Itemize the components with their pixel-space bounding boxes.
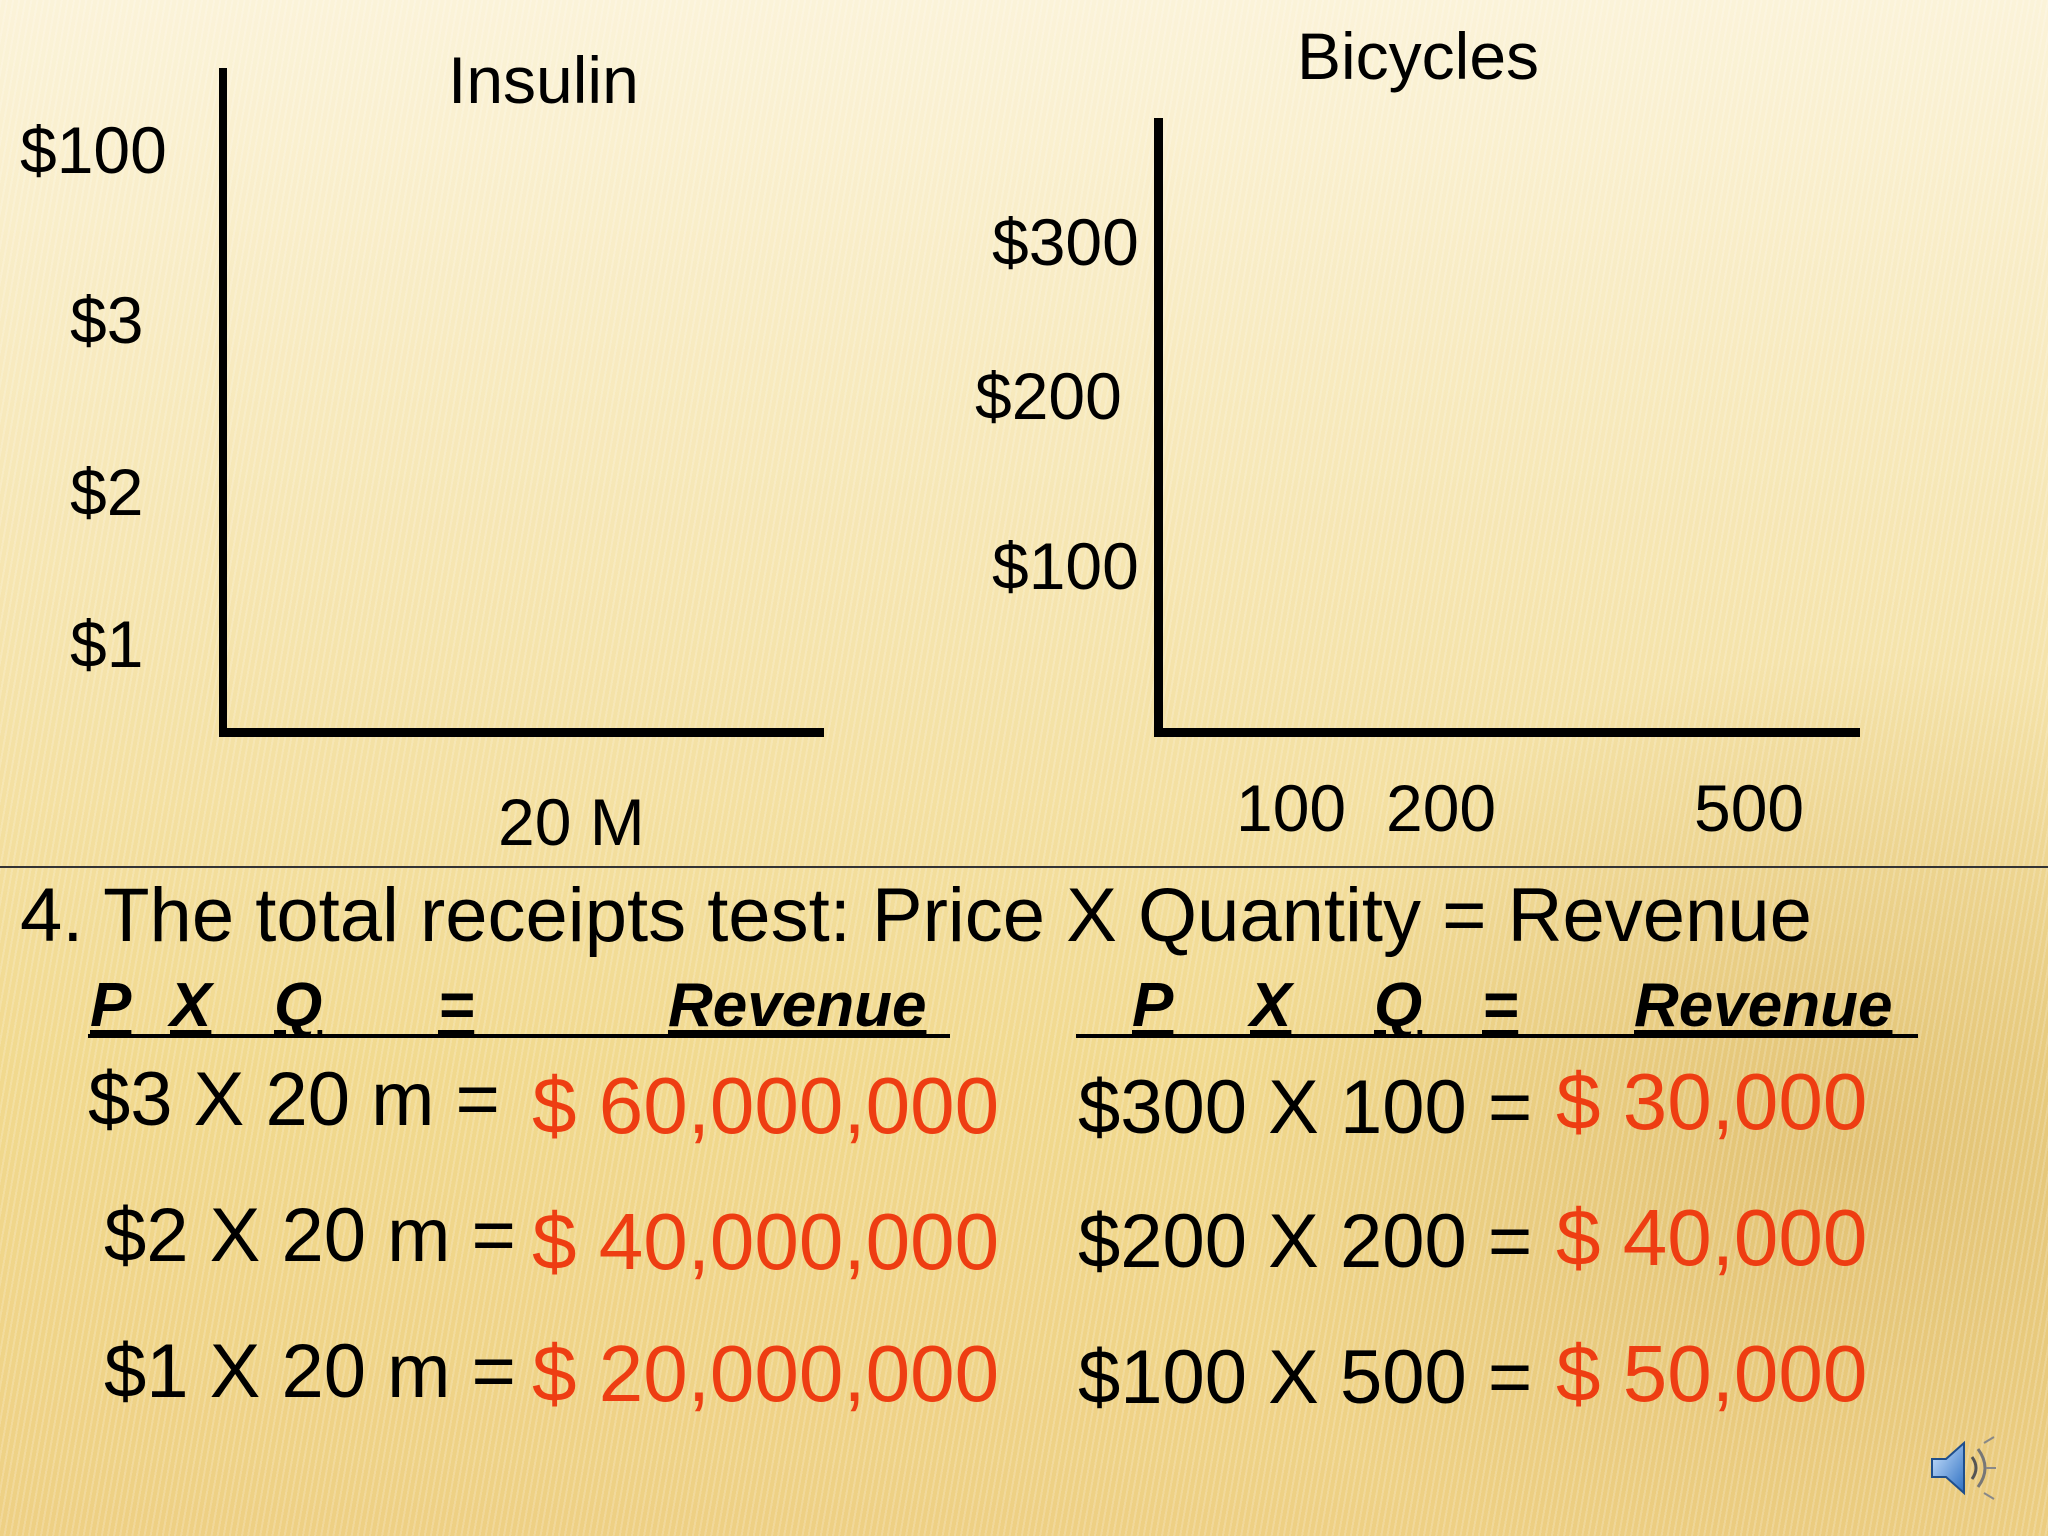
header-times: X	[1250, 971, 1292, 1040]
bicycles-y-tick-label: $200	[975, 359, 1122, 433]
bicycles-x-tick-label: 500	[1694, 771, 1805, 845]
equation-revenue: $ 60,000,000	[532, 1061, 1000, 1150]
bicycles-x-tick-label: 200	[1386, 771, 1497, 845]
header-price: P	[1132, 971, 1174, 1040]
bicycles-y-tick-label: $100	[992, 529, 1139, 603]
bicycles-y-tick-label: $300	[992, 205, 1139, 279]
section-divider	[0, 866, 2048, 868]
equation-lhs: $3 X 20 m =	[88, 1057, 500, 1142]
insulin-x-tick-label: 20 M	[498, 785, 645, 859]
equation-lhs: $2 X 20 m =	[104, 1193, 516, 1278]
header-underline	[1076, 1034, 1918, 1038]
header-price: P	[90, 971, 132, 1040]
bicycles-x-tick-label: 100	[1236, 771, 1347, 845]
insulin-graph-title: Insulin	[448, 43, 639, 117]
equation-revenue: $ 40,000	[1556, 1193, 1868, 1282]
speaker-icon[interactable]	[1928, 1435, 1998, 1501]
header-quantity: Q	[1374, 971, 1423, 1040]
insulin-x-axis	[219, 728, 824, 737]
bicycles-graph-title: Bicycles	[1297, 19, 1540, 93]
equation-lhs: $1 X 20 m =	[104, 1329, 516, 1414]
header-revenue: Revenue	[668, 971, 927, 1040]
equation-revenue: $ 50,000	[1556, 1329, 1868, 1418]
insulin-y-tick-label: $3	[70, 283, 144, 357]
bicycles-x-axis	[1154, 728, 1860, 737]
insulin-y-tick-label: $1	[70, 607, 144, 681]
header-equals: =	[438, 971, 475, 1040]
bicycles-y-axis	[1154, 118, 1163, 732]
header-times: X	[170, 971, 212, 1040]
header-underline	[88, 1034, 950, 1038]
header-equals: =	[1482, 971, 1519, 1040]
equation-revenue: $ 30,000	[1556, 1057, 1868, 1146]
header-revenue: Revenue	[1634, 971, 1893, 1040]
section-heading: 4. The total receipts test: Price X Quan…	[20, 873, 1812, 958]
equation-revenue: $ 20,000,000	[532, 1329, 1000, 1418]
insulin-y-axis	[219, 68, 227, 736]
equation-lhs: $200 X 200 =	[1078, 1199, 1533, 1284]
equation-lhs: $100 X 500 =	[1078, 1335, 1533, 1420]
header-quantity: Q	[274, 971, 323, 1040]
equation-revenue: $ 40,000,000	[532, 1197, 1000, 1286]
insulin-y-tick-label: $100	[20, 113, 167, 187]
insulin-y-tick-label: $2	[70, 455, 144, 529]
equation-lhs: $300 X 100 =	[1078, 1065, 1533, 1150]
